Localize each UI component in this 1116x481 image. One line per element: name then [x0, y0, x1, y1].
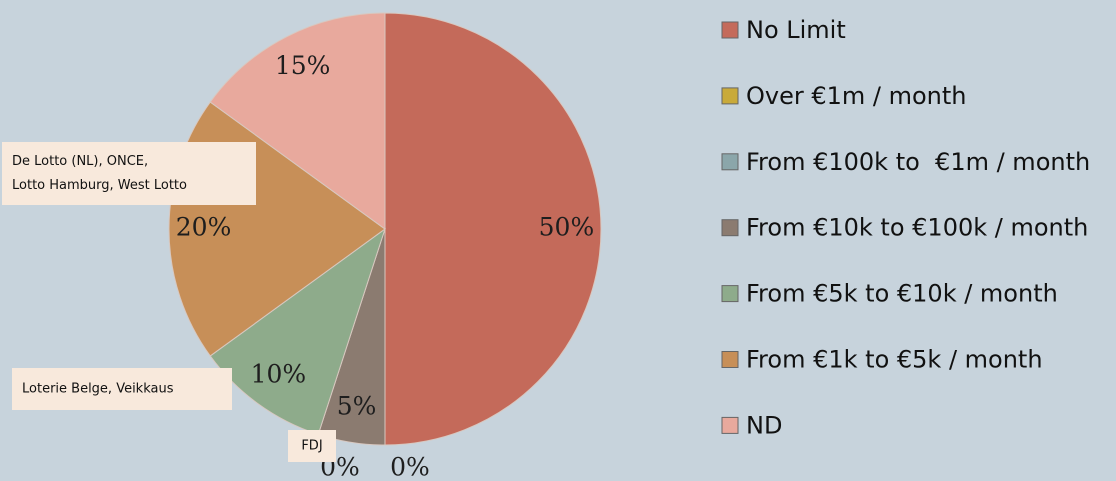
- legend-label: Over €1m / month: [746, 82, 967, 110]
- annotation-text: Loterie Belge, Veikkaus: [22, 382, 174, 397]
- legend-label: From €100k to €1m / month: [746, 148, 1090, 176]
- legend-label: From €5k to €10k / month: [746, 280, 1058, 308]
- annotation-text: De Lotto (NL), ONCE,: [12, 154, 148, 169]
- legend-label: No Limit: [746, 16, 846, 44]
- annotation-box: [2, 142, 256, 205]
- value-label: 5%: [337, 392, 377, 421]
- pie-slice: [384, 12, 602, 446]
- pie-slice: [209, 12, 386, 230]
- legend-swatch: [721, 285, 739, 303]
- legend-swatch: [721, 153, 739, 171]
- value-label: 20%: [176, 213, 232, 242]
- legend-swatch: [721, 21, 739, 39]
- legend-swatch: [721, 351, 739, 368]
- legend-swatch: [721, 416, 739, 434]
- legend-label: From €10k to €100k / month: [746, 214, 1088, 242]
- value-label: 0%: [390, 453, 430, 481]
- legend-label: From €1k to €5k / month: [746, 346, 1043, 374]
- legend-swatch: [721, 219, 739, 237]
- value-label: 10%: [251, 359, 307, 388]
- value-label: 50%: [539, 213, 595, 242]
- legend-label: ND: [746, 411, 782, 439]
- legend-swatch: [721, 87, 739, 105]
- annotation-box: [288, 430, 336, 462]
- annotation-box: [12, 368, 232, 410]
- annotation-text: Lotto Hamburg, West Lotto: [12, 178, 187, 193]
- annotation-text: FDJ: [301, 439, 322, 454]
- value-label: 15%: [275, 51, 331, 80]
